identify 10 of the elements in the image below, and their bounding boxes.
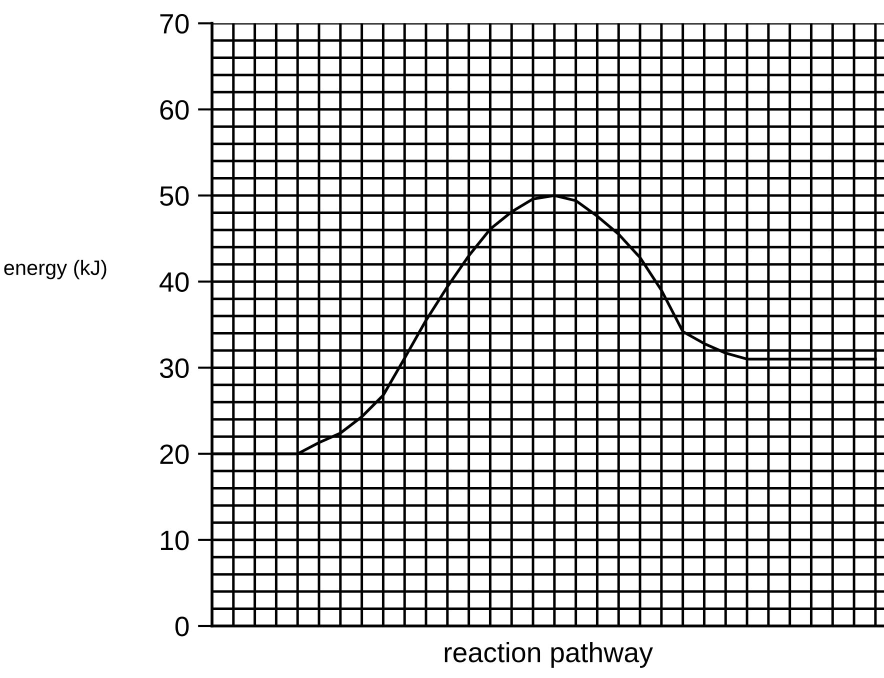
- y-axis-title: energy (kJ): [4, 260, 106, 280]
- y-tick-label: 50: [160, 186, 189, 206]
- y-tick-label: 70: [160, 14, 189, 34]
- y-tick-label: 40: [160, 272, 189, 292]
- y-tick-label: 0: [175, 616, 189, 636]
- x-axis-title: reaction pathway: [444, 642, 653, 668]
- y-tick-label: 10: [161, 530, 189, 550]
- y-tick-label: 30: [160, 358, 189, 378]
- y-tick-label: 20: [160, 444, 189, 464]
- y-tick-label: 60: [160, 100, 189, 120]
